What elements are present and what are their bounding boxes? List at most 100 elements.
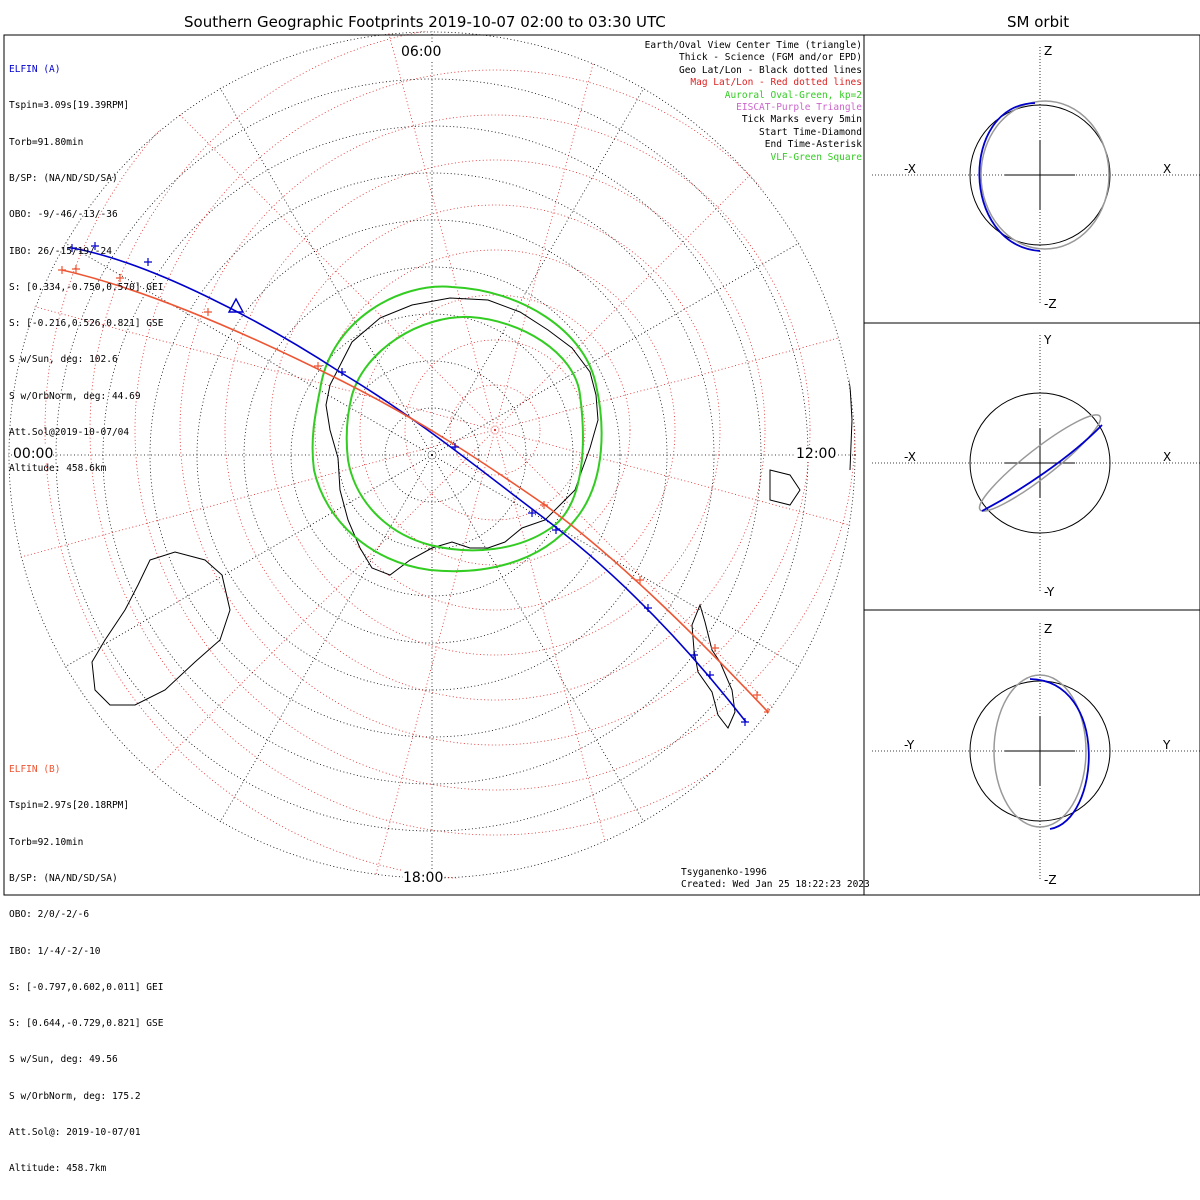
elfin-b-tick [636, 576, 644, 584]
geo-meridian [219, 87, 433, 456]
orbit1-up: Z [1044, 44, 1053, 58]
elfin-a-line: Att.Sol@2019-10-07/04 [9, 427, 130, 438]
orbit-a [981, 424, 1103, 512]
coastline [325, 297, 599, 576]
elfin-a-tick [144, 258, 152, 266]
mag-latitude-circle [224, 159, 766, 701]
elfin-a-line: S: [-0.216,0.526,0.821] GSE [9, 318, 164, 330]
geo-latitude-circle [337, 360, 527, 550]
orbit1-right: X [1163, 162, 1172, 176]
geo-latitude-circle [384, 407, 480, 503]
elfin-a-info: ELFIN (A) Tspin=3.09s[19.39RPM] Torb=91.… [9, 40, 163, 500]
elfin-b-info: ELFIN (B) Tspin=2.97s[20.18RPM] Torb=92.… [9, 740, 163, 1200]
elfin-b-tick [72, 265, 80, 273]
map-label-bottom: 18:00 [403, 870, 444, 886]
geo-meridian [431, 242, 800, 456]
orbit2-up: Y [1044, 333, 1052, 347]
elfin-a-name: ELFIN (A) [9, 64, 61, 76]
mag-latitude-circle [314, 249, 676, 611]
elfin-b-line: Att.Sol@: 2019-10-07/01 [9, 1127, 141, 1138]
map-content [8, 31, 856, 879]
mag-meridian [494, 429, 856, 612]
geo-latitude-circle [8, 31, 856, 879]
mag-latitude-circle [404, 339, 586, 521]
orbit3-down: -Z [1044, 873, 1057, 887]
elfin-b-line: OBO: 2/0/-2/-6 [9, 909, 90, 921]
map-label-top: 06:00 [401, 44, 442, 60]
mag-meridian [313, 429, 496, 879]
elfin-a-line: Altitude: 458.6km [9, 463, 107, 475]
geo-meridian [431, 454, 800, 668]
legend-entry: Tick Marks every 5min [741, 114, 862, 126]
geo-meridian [431, 454, 645, 823]
elfin-a-tick [68, 244, 76, 252]
elfin-b-line: IBO: 1/-4/-2/-10 [9, 945, 101, 957]
orbit2-right: X [1163, 450, 1172, 464]
orbit1-left: -X [904, 162, 916, 176]
elfin-a-line: S w/OrbNorm, deg: 44.69 [9, 390, 141, 402]
mag-meridian [494, 429, 856, 879]
geo-latitude-circle [149, 172, 715, 738]
map-label-right: 12:00 [796, 446, 837, 462]
elfin-a-line: S: [0.334,-0.750,0.570] GEI [9, 281, 164, 293]
elfin-b-line: S w/Sun, deg: 49.56 [9, 1054, 118, 1066]
geo-meridian [64, 454, 433, 668]
mag-meridian [8, 429, 496, 879]
legend-entry: Thick - Science (FGM and/or EPD) [678, 52, 862, 64]
elfin-a-tick [91, 242, 99, 250]
orbit3-up: Z [1044, 622, 1053, 636]
elfin-b-line: B/SP: (NA/ND/SD/SA) [9, 873, 118, 885]
mag-meridian [494, 31, 677, 431]
elfin-a-line: Torb=91.80min [9, 136, 84, 148]
orbit1-down: -Z [1044, 297, 1057, 311]
mag-latitude-circle [269, 204, 721, 656]
elfin-b-tick [58, 266, 66, 274]
elfin-b-line: S: [-0.797,0.602,0.011] GEI [9, 981, 164, 993]
mag-latitude-circle [134, 69, 856, 791]
geo-latitude-circle [243, 266, 621, 644]
elfin-a-line: S w/Sun, deg: 102.6 [9, 354, 118, 366]
elfin-b-line: Tspin=2.97s[20.18RPM] [9, 800, 130, 812]
elfin-a-line: B/SP: (NA/ND/SD/SA) [9, 173, 118, 185]
elfin-a-line: IBO: 26/-15/19/-24 [9, 245, 112, 257]
elfin-a-tick [706, 671, 714, 679]
model-name: Tsyganenko-1996 [681, 867, 767, 878]
auroral-oval-inner [345, 315, 584, 552]
coastline [691, 603, 736, 729]
panel-frames [3, 34, 1200, 896]
legend-entry: VLF-Green Square [770, 151, 862, 163]
mag-meridian [494, 429, 677, 879]
main-title: Southern Geographic Footprints 2019-10-0… [184, 13, 666, 31]
legend-entry: Earth/Oval View Center Time (triangle) [644, 40, 862, 51]
created-timestamp: Created: Wed Jan 25 18:22:23 2023 [681, 879, 870, 890]
orbit-panels [872, 47, 1200, 879]
elfin-b-tick [540, 501, 548, 509]
footprint-figure [3, 31, 1200, 896]
elfin-b-line: S w/OrbNorm, deg: 175.2 [9, 1090, 141, 1102]
elfin-a-tick [451, 443, 459, 451]
orbit-b [993, 674, 1087, 828]
legend-entry: Start Time-Diamond [759, 126, 862, 138]
legend-entry: Auroral Oval-Green, kp=2 [724, 89, 862, 101]
orbit3-left: -Y [904, 738, 915, 752]
elfin-b-tick [116, 274, 124, 282]
polar-map [8, 31, 856, 879]
elfin-b-line: Altitude: 458.7km [9, 1163, 107, 1175]
view-center-triangle [227, 297, 245, 313]
elfin-a-line: OBO: -9/-46/-13/-36 [9, 209, 118, 221]
elfin-a-tick [338, 368, 346, 376]
auroral-oval-outer [311, 285, 603, 573]
orbit3-right: Y [1163, 738, 1171, 752]
elfin-a-tick [528, 509, 536, 517]
map-label-left: 00:00 [13, 446, 54, 462]
mag-latitude-circle [179, 114, 811, 746]
mag-meridian [8, 248, 496, 431]
mag-latitude-circle [449, 384, 541, 476]
legend-entry: End Time-Asterisk [764, 139, 862, 151]
mag-meridian [494, 248, 856, 431]
credit: Tsyganenko-1996 Created: Wed Jan 25 18:2… [681, 867, 870, 891]
orbit-a [1029, 678, 1090, 830]
orbit-a [978, 102, 1041, 252]
elfin-a-tick [741, 718, 749, 726]
geo-meridian [64, 242, 433, 456]
